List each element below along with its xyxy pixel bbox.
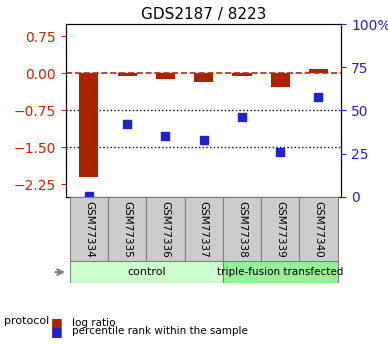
FancyBboxPatch shape [146, 197, 185, 262]
Text: ■: ■ [50, 325, 62, 338]
Point [277, 149, 283, 155]
Text: GSM77339: GSM77339 [275, 201, 285, 257]
Title: GDS2187 / 8223: GDS2187 / 8223 [141, 7, 267, 22]
FancyBboxPatch shape [185, 197, 223, 262]
Bar [118, 73, 137, 76]
Text: GSM77334: GSM77334 [84, 201, 94, 257]
Bar [271, 73, 290, 87]
Text: triple-fusion transfected: triple-fusion transfected [217, 267, 343, 277]
Bar [194, 73, 213, 82]
FancyBboxPatch shape [223, 197, 261, 262]
Bar [309, 69, 328, 73]
Text: protocol: protocol [4, 316, 49, 326]
FancyBboxPatch shape [70, 262, 223, 283]
Bar [156, 73, 175, 79]
Point [315, 94, 322, 99]
Text: GSM77337: GSM77337 [199, 201, 209, 257]
Text: GSM77335: GSM77335 [122, 201, 132, 257]
Point [86, 193, 92, 198]
Text: GSM77336: GSM77336 [161, 201, 170, 257]
Text: percentile rank within the sample: percentile rank within the sample [72, 326, 248, 336]
FancyBboxPatch shape [70, 197, 108, 262]
FancyBboxPatch shape [223, 262, 338, 283]
Text: GSM77338: GSM77338 [237, 201, 247, 257]
Bar [80, 73, 99, 177]
Text: log ratio: log ratio [72, 318, 115, 327]
Text: GSM77340: GSM77340 [314, 201, 324, 257]
FancyBboxPatch shape [300, 197, 338, 262]
Bar [232, 73, 251, 76]
Point [201, 137, 207, 142]
FancyBboxPatch shape [108, 197, 146, 262]
Text: ■: ■ [50, 316, 62, 329]
Text: control: control [127, 267, 166, 277]
FancyBboxPatch shape [261, 197, 300, 262]
Point [162, 134, 168, 139]
Point [239, 115, 245, 120]
Point [124, 121, 130, 127]
